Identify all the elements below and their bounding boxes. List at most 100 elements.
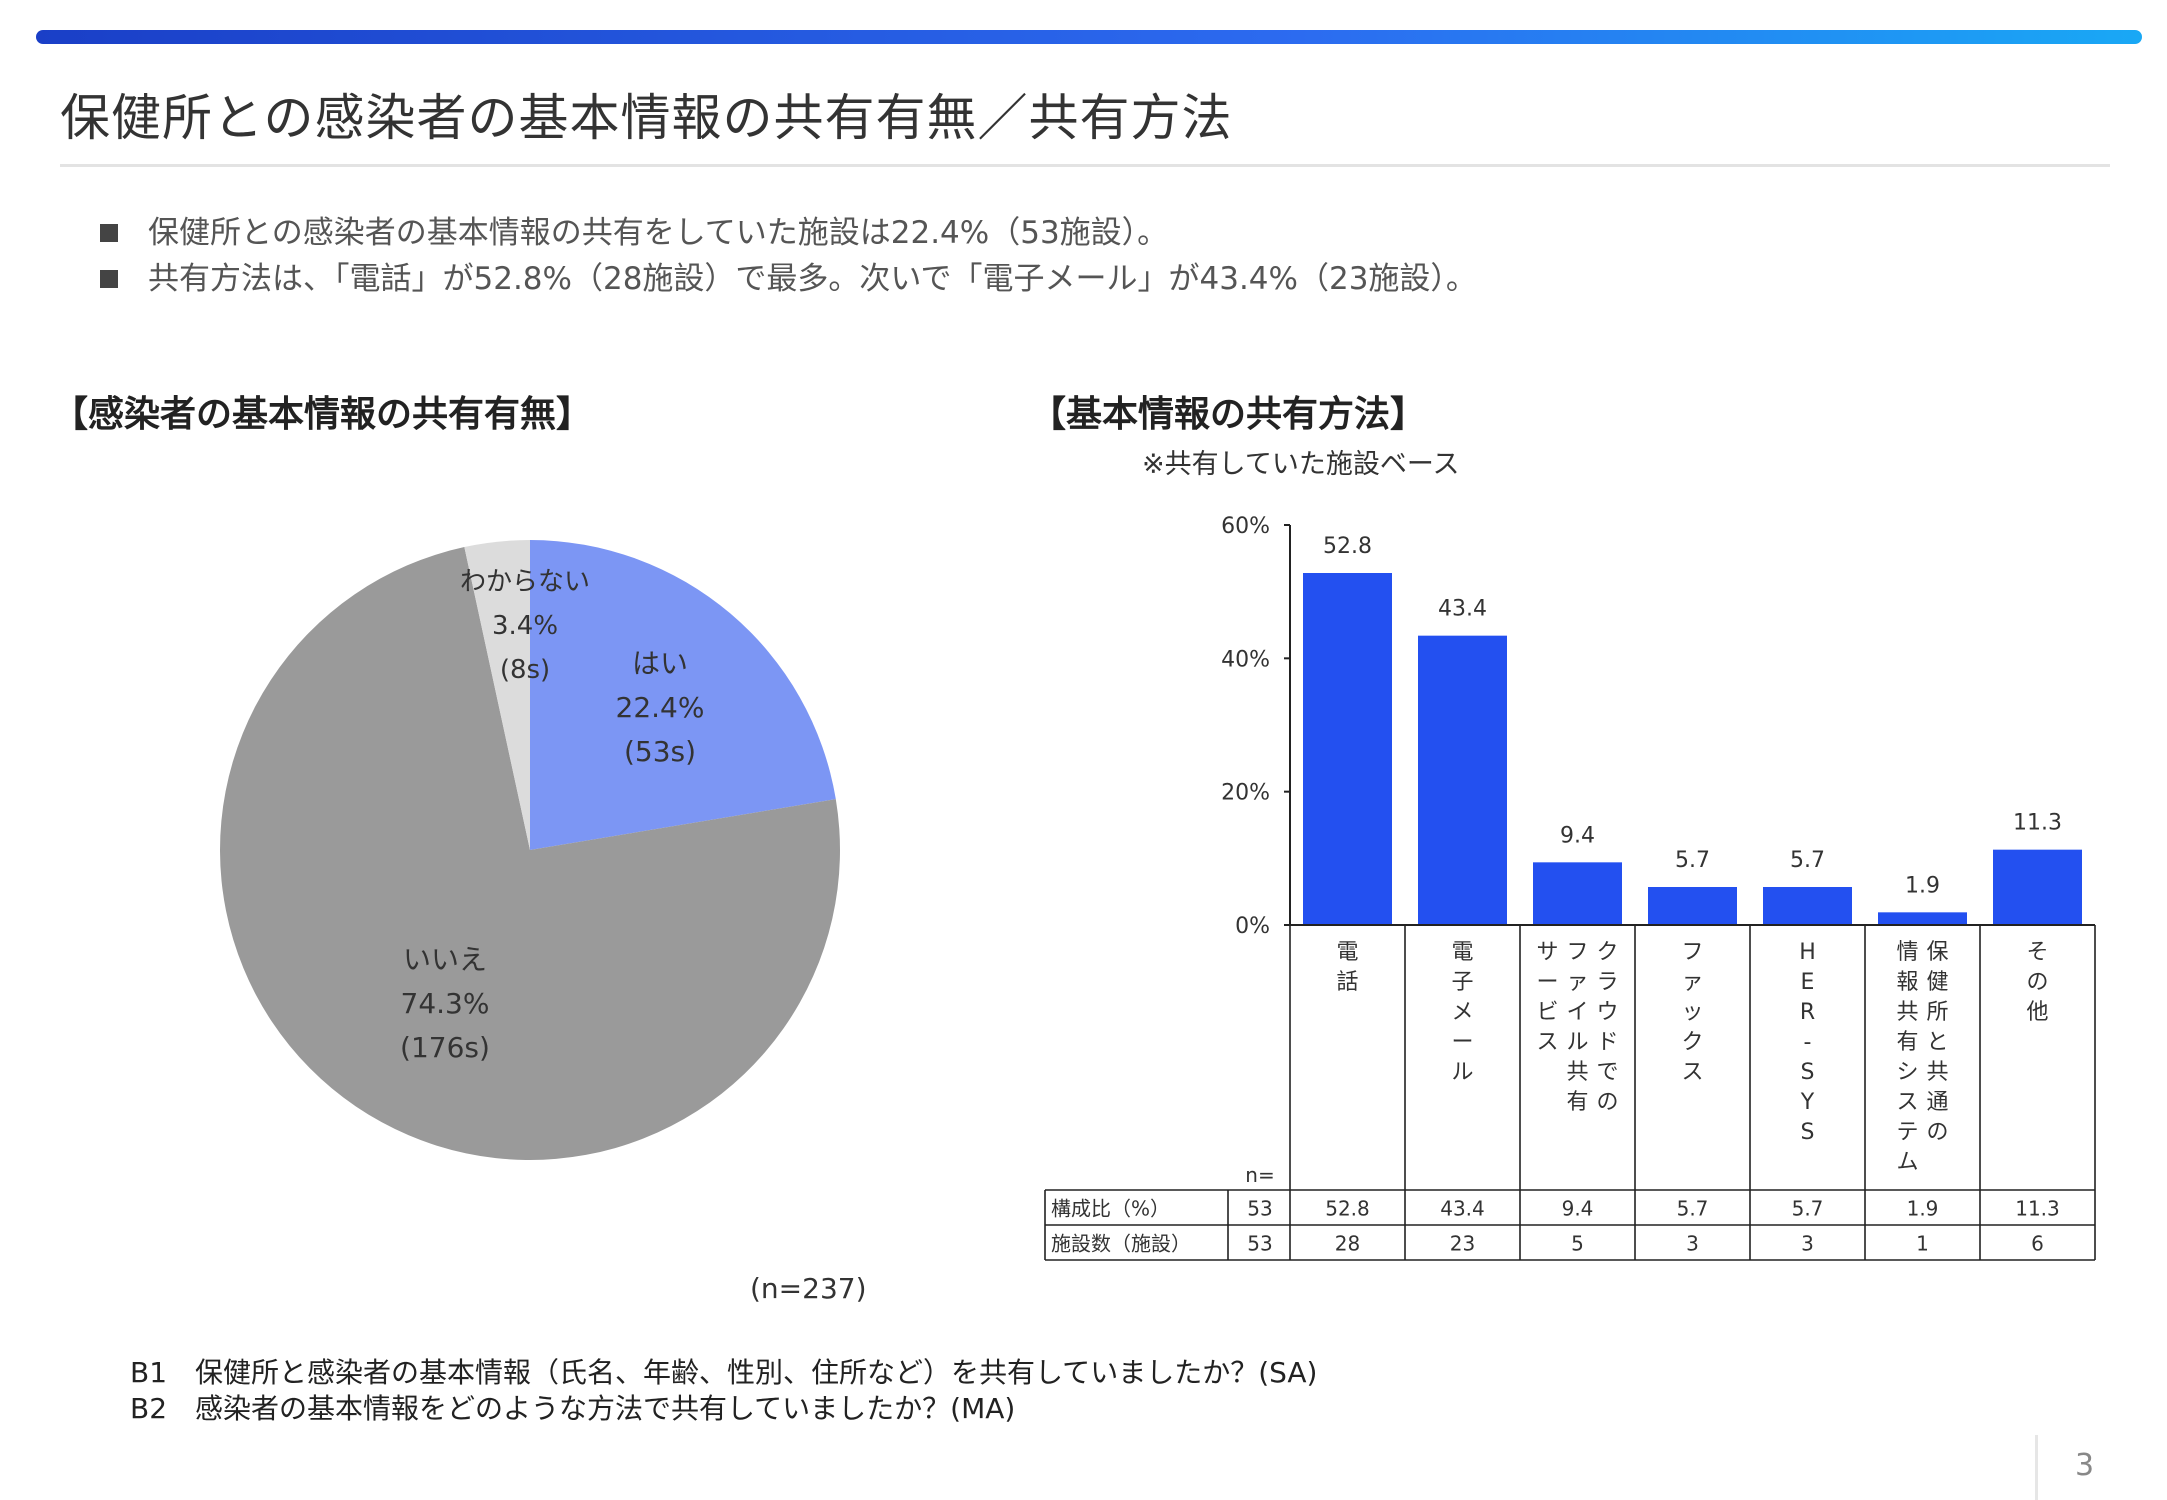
title-divider	[60, 164, 2110, 167]
x-category-char: ク	[1596, 940, 1618, 965]
x-category-char: ビ	[1536, 1000, 1558, 1025]
bar-value-label: 11.3	[2013, 811, 2062, 836]
x-category-char: ァ	[1566, 970, 1588, 995]
x-category-char: ー	[1536, 970, 1558, 995]
x-category-char: 所	[1926, 1000, 1948, 1025]
x-category-char: ッ	[1681, 1000, 1703, 1025]
x-category-char: ル	[1566, 1030, 1588, 1055]
x-category-char: ド	[1596, 1030, 1618, 1055]
x-category-char: 有	[1896, 1030, 1918, 1055]
x-category-char: ク	[1681, 1030, 1703, 1055]
x-category-label: 電子メール	[1451, 940, 1473, 1085]
x-category-char: -	[1804, 1030, 1812, 1055]
bar	[1993, 849, 2082, 925]
x-category-char: S	[1801, 1060, 1815, 1085]
x-category-char: ル	[1451, 1060, 1473, 1085]
bar-value-label: 9.4	[1560, 823, 1595, 848]
bar	[1878, 912, 1967, 925]
bar-section-title: 【基本情報の共有方法】	[1030, 394, 1427, 435]
x-category-char: 電	[1336, 940, 1358, 965]
table-row-label: 施設数（施設）	[1051, 1232, 1191, 1256]
x-category-char: フ	[1566, 940, 1588, 965]
bar	[1533, 862, 1622, 925]
bar-value-label: 5.7	[1675, 848, 1710, 873]
table-n-cell: 53	[1247, 1197, 1272, 1221]
y-tick-label: 20%	[1221, 781, 1270, 806]
x-category-char: ウ	[1596, 1000, 1618, 1025]
x-category-char: 有	[1566, 1090, 1588, 1115]
x-category-label: HER - SYS	[1799, 940, 1816, 1145]
table-cell: 6	[2031, 1232, 2044, 1256]
x-category-char: E	[1801, 970, 1815, 995]
page-title: 保健所との感染者の基本情報の共有有無／共有方法	[60, 89, 1233, 147]
table-n-header: n=	[1245, 1163, 1274, 1187]
pie-label-yes-pct: 22.4%	[615, 691, 705, 724]
page-number: 3	[2075, 1448, 2095, 1483]
table-cell: 11.3	[2015, 1197, 2060, 1221]
x-category-char: で	[1596, 1060, 1618, 1085]
table-cell: 3	[1801, 1232, 1814, 1256]
x-category-char: 保	[1926, 940, 1948, 965]
question-b2: B2 感染者の基本情報をどのような方法で共有していましたか？(MA)	[130, 1392, 1016, 1425]
y-tick-label: 40%	[1221, 647, 1270, 672]
x-category-char: ー	[1451, 1030, 1473, 1055]
x-category-label: その他	[2026, 940, 2048, 1025]
table-cell: 52.8	[1325, 1197, 1370, 1221]
x-category-char: ス	[1681, 1060, 1703, 1085]
bar	[1763, 887, 1852, 925]
x-category-char: の	[1926, 1120, 1948, 1145]
x-category-char: メ	[1451, 1000, 1473, 1025]
table-cell: 9.4	[1562, 1197, 1594, 1221]
square-bullet-icon	[100, 270, 118, 288]
x-category-char: ス	[1896, 1090, 1918, 1115]
x-category-char: 子	[1451, 970, 1473, 995]
x-category-char: テ	[1896, 1120, 1918, 1145]
x-category-char: ァ	[1681, 970, 1703, 995]
bar	[1303, 573, 1392, 925]
x-category-char: の	[1596, 1090, 1618, 1115]
pie-label-unknown-count: (8s)	[499, 655, 551, 685]
bar-value-label: 5.7	[1790, 848, 1825, 873]
x-category-char: 報	[1896, 970, 1918, 995]
pie-label-no-count: (176s)	[400, 1031, 490, 1064]
pie-label-no: いいえ 74.3% (176s)	[365, 938, 525, 1070]
sample-size-label: (n=237)	[750, 1272, 867, 1305]
pie-label-yes-name: はい	[631, 647, 688, 680]
table-cell: 23	[1450, 1232, 1475, 1256]
x-category-char: イ	[1566, 1000, 1588, 1025]
pie-label-no-pct: 74.3%	[400, 987, 490, 1020]
pie-label-yes-count: (53s)	[623, 735, 697, 768]
page-number-divider	[2035, 1435, 2038, 1500]
top-accent-bar	[36, 30, 2142, 44]
pie-label-unknown-name: わからない	[459, 567, 590, 597]
x-category-char: R	[1800, 1000, 1815, 1025]
x-category-char: と	[1926, 1030, 1948, 1055]
x-category-char: フ	[1681, 940, 1703, 965]
pie-label-no-name: いいえ	[402, 943, 487, 976]
bar-base-note: ※共有していた施設ベース	[1142, 449, 1460, 480]
table-cell: 5	[1571, 1232, 1584, 1256]
bar	[1418, 635, 1507, 925]
pie-slice-no	[219, 547, 840, 1160]
bar-value-label: 52.8	[1323, 534, 1372, 559]
x-category-char: 情	[1896, 940, 1918, 965]
table-cell: 28	[1335, 1232, 1360, 1256]
question-b1: B1 保健所と感染者の基本情報（氏名、年齢、性別、住所など）を共有していましたか…	[130, 1356, 1318, 1389]
bullet-text: 共有方法は、「電話」が52.8%（28施設）で最多。次いで「電子メール」が43.…	[148, 261, 1477, 297]
pie-label-unknown-pct: 3.4%	[491, 611, 559, 641]
x-category-char: シ	[1896, 1060, 1918, 1085]
x-category-char: Y	[1800, 1090, 1815, 1115]
x-category-char: 共	[1926, 1060, 1948, 1085]
bar-chart: 0%20%40%60%52.843.49.45.7 5.71.911.3n=電話電…	[1044, 514, 2096, 1261]
x-category-char: そ	[2026, 940, 2048, 965]
survey-questions: B1 保健所と感染者の基本情報（氏名、年齢、性別、住所など）を共有していましたか…	[130, 1355, 1317, 1427]
y-tick-label: 60%	[1221, 514, 1270, 539]
table-cell: 1.9	[1907, 1197, 1939, 1221]
pie-slice-unknown	[464, 540, 530, 850]
x-category-char: ラ	[1596, 970, 1618, 995]
x-category-char: 通	[1926, 1090, 1948, 1115]
pie-section-title: 【感染者の基本情報の共有有無】	[52, 394, 593, 435]
